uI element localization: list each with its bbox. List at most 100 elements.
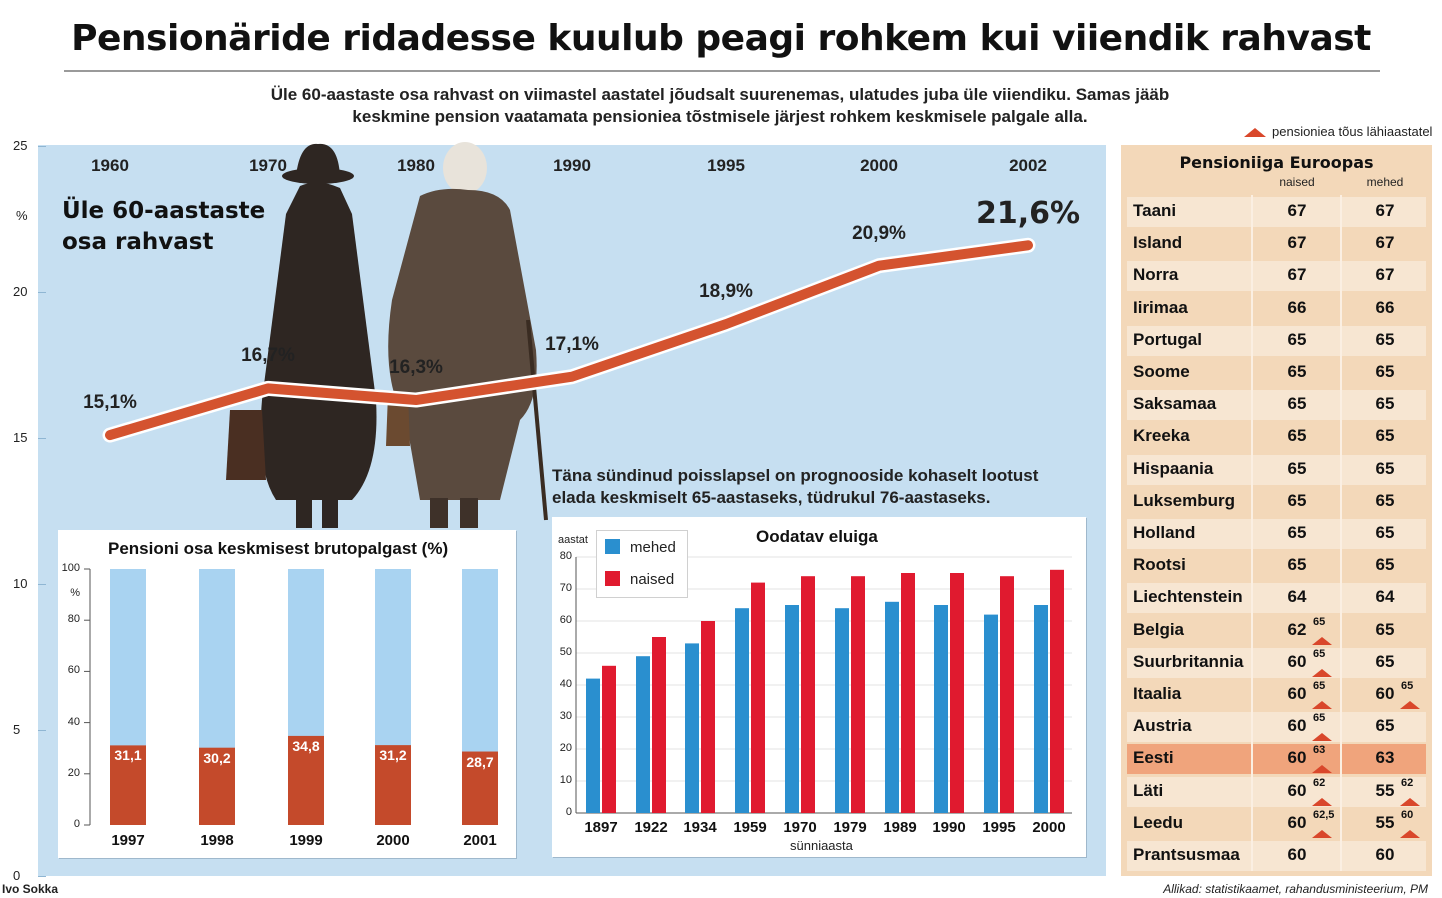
- life-y-tick-label: 60: [559, 614, 572, 626]
- main-x-tick-label: 1970: [249, 156, 287, 175]
- legend-naised: naised: [605, 571, 674, 588]
- table-naised-value: 65: [1287, 329, 1307, 349]
- life-bar-mehed: [586, 678, 600, 813]
- table-country: Hispaania: [1133, 458, 1214, 478]
- life-bar-mehed: [785, 605, 799, 813]
- main-y-tick-label: 15: [13, 430, 28, 445]
- sources-note: Allikad: statistikaamet, rahandusministe…: [1163, 882, 1428, 896]
- life-y-tick-label: 70: [559, 582, 572, 594]
- life-bar-mehed: [735, 608, 749, 813]
- main-y-tick-label: 0: [13, 868, 21, 883]
- table-row: Eesti 60 63 63: [1127, 744, 1426, 775]
- life-x-tick-label: 1995: [982, 819, 1016, 836]
- pension-y-tick-label: 40: [67, 715, 80, 728]
- table-naised-value: 65: [1287, 523, 1307, 542]
- table-country: Norra: [1133, 265, 1179, 285]
- main-chart-title: Üle 60-aastaste osa rahvast: [62, 198, 266, 255]
- table-country: Saksamaa: [1133, 394, 1217, 414]
- table-naised-future: 63: [1313, 744, 1326, 757]
- table-row: Läti 60 55 62 62: [1127, 776, 1426, 807]
- table-naised-value: 67: [1287, 265, 1307, 285]
- main-x-tick-label: 2000: [860, 156, 898, 175]
- table-naised-future: 62: [1313, 776, 1326, 789]
- col-head-naised: naised: [1279, 175, 1315, 189]
- table-mehed-value: 65: [1375, 362, 1395, 381]
- life-y-tick-label: 20: [559, 742, 572, 754]
- main-y-tick-label: 25: [13, 138, 28, 153]
- table-row: Liechtenstein 64 64: [1127, 583, 1426, 614]
- legend-swatch-red: [605, 571, 620, 586]
- table-naised-value: 65: [1287, 555, 1307, 575]
- main-y-tick-mark: [38, 146, 46, 147]
- life-bar-naised: [950, 573, 964, 813]
- table-mehed-value: 67: [1375, 201, 1395, 220]
- column-separator: [1340, 195, 1342, 871]
- up-triangle-icon: [1312, 701, 1332, 709]
- table-country: Austria: [1133, 716, 1192, 736]
- pension-x-tick-label: 1997: [111, 832, 145, 849]
- life-y-tick-label: 50: [559, 646, 572, 658]
- pension-bar: [199, 747, 235, 825]
- main-x-tick-label: 2002: [1009, 156, 1047, 175]
- pension-y-tick-label: 20: [67, 766, 80, 779]
- table-row: Holland 65 65: [1127, 519, 1426, 549]
- life-y-tick-label: 10: [559, 774, 572, 786]
- table-naised-value: 60: [1287, 716, 1307, 736]
- table-row: Prantsusmaa 60 60: [1127, 841, 1426, 871]
- table-mehed-value: 65: [1375, 651, 1395, 671]
- main-y-tick-mark: [38, 584, 46, 585]
- table-country: Taani: [1133, 201, 1177, 220]
- table-naised-value: 65: [1287, 426, 1307, 446]
- up-triangle-icon: [1400, 829, 1420, 838]
- main-data-label: 16,7%: [241, 345, 295, 367]
- table-row: Belgia 62 65 65: [1127, 616, 1426, 646]
- table-country: Soome: [1133, 362, 1190, 381]
- table-mehed-value: 65: [1375, 394, 1395, 414]
- life-bar-mehed: [984, 614, 998, 813]
- table-title: Pensioniiga Euroopas: [1179, 153, 1374, 172]
- table-naised-future: 65: [1313, 647, 1326, 660]
- main-data-label: 20,9%: [852, 222, 906, 244]
- life-bar-mehed: [835, 608, 849, 813]
- life-bar-naised: [751, 582, 765, 813]
- main-x-tick-label: 1990: [553, 156, 591, 175]
- table-country: Itaalia: [1133, 684, 1182, 703]
- table-mehed-future: 65: [1401, 680, 1414, 692]
- table-mehed-value: 67: [1375, 265, 1395, 285]
- main-x-tick-label: 1960: [91, 156, 129, 175]
- main-y-tick-mark: [38, 292, 46, 293]
- life-bar-mehed: [685, 643, 699, 813]
- table-mehed-value: 55: [1375, 812, 1395, 832]
- life-bar-mehed: [636, 656, 650, 813]
- pension-x-tick-label: 1998: [200, 832, 234, 849]
- subtitle: Üle 60-aastaste osa rahvast on viimastel…: [270, 85, 1170, 126]
- pension-bar-label: 31,2: [379, 747, 407, 764]
- life-bar-mehed: [934, 605, 948, 813]
- table-row: Rootsi 65 65: [1127, 551, 1426, 581]
- table-row: Itaalia 60 60 65 65: [1127, 680, 1426, 710]
- life-expectancy-x-label: sünniaasta: [790, 838, 853, 853]
- life-bar-naised: [1050, 569, 1064, 813]
- life-x-tick-label: 1922: [634, 819, 668, 836]
- table-naised-future: 65: [1313, 680, 1326, 692]
- main-data-label: 15,1%: [83, 392, 137, 414]
- retirement-age-table: Pensioniiga Euroopas naised mehed Taani 6…: [1121, 145, 1432, 876]
- up-triangle-icon: [1312, 733, 1332, 742]
- table-mehed-value: 67: [1375, 233, 1395, 253]
- life-y-tick-label: 80: [559, 550, 572, 562]
- table-naised-future: 65: [1313, 615, 1326, 628]
- table-naised-value: 67: [1287, 201, 1307, 220]
- table-naised-value: 65: [1287, 394, 1307, 414]
- legend-mehed: mehed: [605, 539, 676, 556]
- table-country: Läti: [1133, 780, 1164, 800]
- main-data-point: [265, 385, 271, 392]
- pension-x-tick-label: 1999: [289, 832, 323, 849]
- table-naised-value: 60: [1287, 845, 1307, 864]
- table-naised-value: 65: [1287, 490, 1307, 510]
- table-country: Portugal: [1133, 329, 1202, 349]
- life-bar-mehed: [885, 601, 899, 813]
- main-data-label: 21,6%: [975, 196, 1081, 231]
- life-bar-naised: [1000, 576, 1014, 813]
